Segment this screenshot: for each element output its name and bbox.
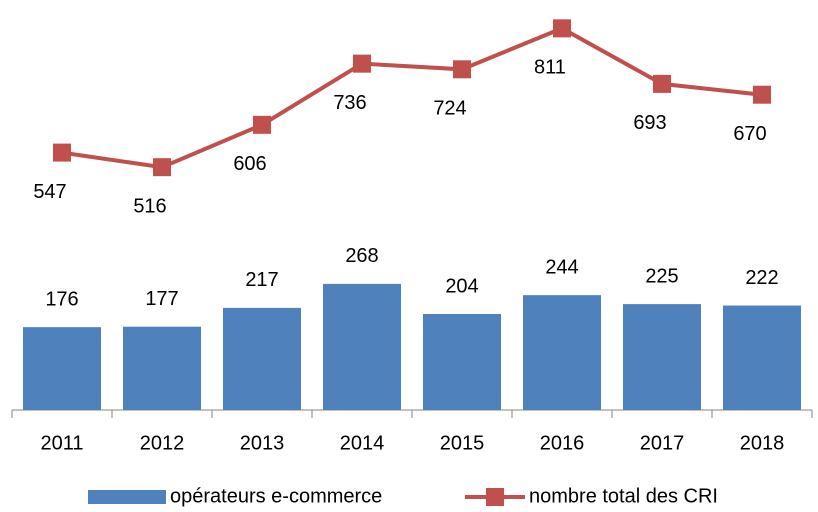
marker	[153, 158, 171, 177]
marker	[353, 54, 371, 73]
bar	[23, 327, 101, 410]
x-tick-label: 2015	[440, 432, 485, 454]
bar	[423, 314, 501, 410]
x-tick-label: 2017	[640, 432, 685, 454]
x-tick-label: 2013	[240, 432, 285, 454]
x-tick-label: 2014	[340, 432, 385, 454]
data-label: 736	[333, 92, 366, 114]
legend-label: nombre total des CRI	[529, 485, 718, 507]
data-label: 606	[233, 153, 266, 175]
marker	[553, 19, 571, 38]
x-tick-label: 2012	[140, 432, 185, 454]
marker	[253, 115, 271, 134]
data-label: 177	[145, 288, 178, 310]
data-label: 547	[33, 181, 66, 203]
legend-label: opérateurs e-commerce	[170, 485, 382, 507]
data-label: 516	[133, 195, 166, 217]
legend-swatch	[88, 490, 166, 504]
data-label: 176	[45, 288, 78, 310]
bar	[323, 283, 401, 410]
data-label: 811	[534, 57, 566, 79]
bar	[623, 304, 701, 410]
bar	[723, 305, 801, 410]
data-label: 222	[745, 267, 778, 289]
marker	[653, 74, 671, 93]
data-label: 244	[545, 256, 578, 278]
legend-marker	[486, 488, 504, 506]
data-label: 204	[445, 275, 478, 297]
marker	[453, 60, 471, 79]
x-tick-label: 2016	[540, 432, 585, 454]
x-tick-label: 2011	[40, 432, 83, 454]
line	[61, 26, 763, 170]
data-label: 217	[245, 269, 278, 291]
data-label: 724	[433, 98, 466, 120]
bar	[223, 307, 301, 410]
marker	[53, 143, 71, 162]
data-label: 268	[345, 245, 378, 267]
data-label: 225	[645, 265, 678, 287]
data-label: 693	[633, 112, 666, 134]
marker	[753, 85, 771, 104]
bar	[123, 326, 201, 410]
bar	[523, 295, 601, 410]
data-label: 670	[733, 123, 766, 145]
x-tick-label: 2018	[740, 432, 785, 454]
